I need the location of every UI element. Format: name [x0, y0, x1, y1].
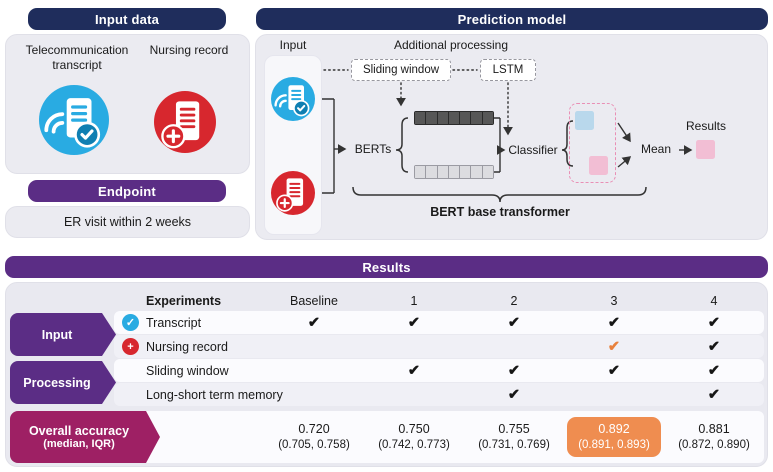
nursing-doc-icon: [161, 101, 200, 149]
check-sliding-1: ✔: [407, 362, 421, 379]
mean-label: Mean: [640, 142, 672, 156]
row-label-text: Transcript: [146, 315, 202, 330]
col-3: 3: [610, 293, 618, 308]
input-data-header: Input data: [28, 8, 226, 30]
pm-nursing-icon: [271, 171, 315, 215]
token-strip-dark: [414, 111, 494, 125]
accuracy-iqr: (0.742, 0.773): [378, 438, 450, 451]
telecommunication-transcript-icon: [39, 85, 109, 155]
transcript-doc-icon: [274, 85, 310, 117]
col-4: 4: [710, 293, 718, 308]
accuracy-baseline: 0.720 (0.705, 0.758): [264, 421, 364, 453]
accuracy-3: 0.892 (0.891, 0.893): [564, 416, 664, 458]
results-header-row: Experiments Baseline 1 2 3 4: [114, 289, 764, 312]
pm-input-label: Input: [279, 38, 307, 52]
row-label: ✓ Transcript: [114, 314, 264, 331]
classifier-label: Classifier: [508, 143, 558, 157]
lstm-box: LSTM: [480, 59, 536, 81]
results-panel: Experiments Baseline 1 2 3 4 ✓ Transcrip…: [5, 282, 768, 467]
col-2: 2: [510, 293, 518, 308]
accuracy-median: 0.755: [498, 421, 530, 436]
accuracy-iqr: (0.705, 0.758): [278, 438, 350, 451]
input-group-tag-text: Input: [41, 327, 73, 342]
diagram-connectors: [322, 69, 693, 203]
nursing-doc-icon: [276, 178, 304, 212]
endpoint-value: ER visit within 2 weeks: [63, 215, 192, 229]
input-data-panel: Telecommunication transcript Nursing rec…: [5, 34, 250, 174]
table-row-nursing-record: + Nursing record ✔ ✔: [114, 335, 764, 358]
check-transcript-1: ✔: [407, 314, 421, 331]
col-experiments: Experiments: [146, 293, 222, 308]
prediction-model-header: Prediction model: [256, 8, 768, 30]
pm-additional-processing-label: Additional processing: [393, 38, 509, 52]
accuracy-4: 0.881 (0.872, 0.890): [664, 421, 764, 453]
accuracy-median: 0.750: [398, 421, 430, 436]
check-transcript-baseline: ✔: [307, 314, 321, 331]
accuracy-row: 0.720 (0.705, 0.758) 0.750 (0.742, 0.773…: [114, 411, 764, 463]
row-label: Long-short term memory: [114, 386, 283, 403]
check-transcript-3: ✔: [607, 314, 621, 331]
col-baseline: Baseline: [290, 293, 338, 308]
check-transcript-2: ✔: [507, 314, 521, 331]
check-sliding-4: ✔: [707, 362, 721, 379]
table-row-transcript: ✓ Transcript ✔ ✔ ✔ ✔ ✔: [114, 311, 764, 334]
transcript-mini-icon: ✓: [122, 314, 139, 331]
processing-group-tag-text: Processing: [23, 375, 91, 390]
accuracy-iqr: (0.731, 0.769): [478, 438, 550, 451]
processing-group-tag: Processing: [10, 361, 116, 404]
endpoint-panel: ER visit within 2 weeks: [5, 206, 250, 238]
icon-spacer: [122, 362, 139, 379]
result-square: [696, 140, 715, 159]
accuracy-iqr: (0.891, 0.893): [578, 438, 650, 451]
endpoint-header: Endpoint: [28, 180, 226, 202]
transcript-label: Telecommunication transcript: [25, 43, 129, 72]
prediction-model-panel: Input Additional processing: [255, 34, 768, 240]
accuracy-iqr: (0.872, 0.890): [678, 438, 750, 451]
nursing-record-icon: [154, 91, 216, 153]
embedding-dashed-box: [569, 103, 616, 183]
pink-embedding-square: [589, 156, 608, 175]
check-sliding-3: ✔: [607, 362, 621, 379]
row-label-text: Sliding window: [146, 363, 229, 378]
bert-base-label: BERT base transformer: [430, 205, 570, 219]
icon-spacer: [122, 386, 139, 403]
overall-accuracy-tag: Overall accuracy (median, IQR): [10, 411, 160, 463]
check-transcript-4: ✔: [707, 314, 721, 331]
row-label: Sliding window: [114, 362, 264, 379]
transcript-doc-icon: [44, 98, 101, 148]
table-row-lstm: Long-short term memory ✔ ✔: [114, 383, 764, 406]
col-1: 1: [410, 293, 418, 308]
check-sliding-2: ✔: [507, 362, 521, 379]
token-strip-light: [414, 165, 494, 179]
check-lstm-4: ✔: [707, 386, 721, 403]
accuracy-1: 0.750 (0.742, 0.773): [364, 421, 464, 453]
blue-embedding-square: [575, 111, 594, 130]
pm-results-label: Results: [685, 119, 726, 133]
nursing-label: Nursing record: [149, 43, 229, 57]
sliding-window-box: Sliding window: [351, 59, 451, 81]
berts-label: BERTs: [354, 142, 392, 156]
highlighted-accuracy-cell: 0.892 (0.891, 0.893): [567, 416, 661, 458]
pm-transcript-icon: [271, 77, 315, 121]
row-label: + Nursing record: [114, 338, 264, 355]
row-label-text: Long-short term memory: [146, 387, 283, 402]
check-nursing-4: ✔: [707, 338, 721, 355]
accuracy-median: 0.720: [298, 421, 330, 436]
accuracy-median: 0.881: [698, 421, 730, 436]
row-label-text: Nursing record: [146, 339, 228, 354]
overall-accuracy-tag-line1: Overall accuracy: [28, 424, 130, 438]
accuracy-2: 0.755 (0.731, 0.769): [464, 421, 564, 453]
accuracy-median: 0.892: [598, 421, 630, 436]
table-row-sliding-window: Sliding window ✔ ✔ ✔ ✔: [114, 359, 764, 382]
nursing-record-mini-icon: +: [122, 338, 139, 355]
overall-accuracy-tag-line2: (median, IQR): [43, 438, 115, 450]
check-nursing-3: ✔: [607, 338, 621, 355]
results-header: Results: [5, 256, 768, 278]
input-group-tag: Input: [10, 313, 116, 356]
check-lstm-2: ✔: [507, 386, 521, 403]
